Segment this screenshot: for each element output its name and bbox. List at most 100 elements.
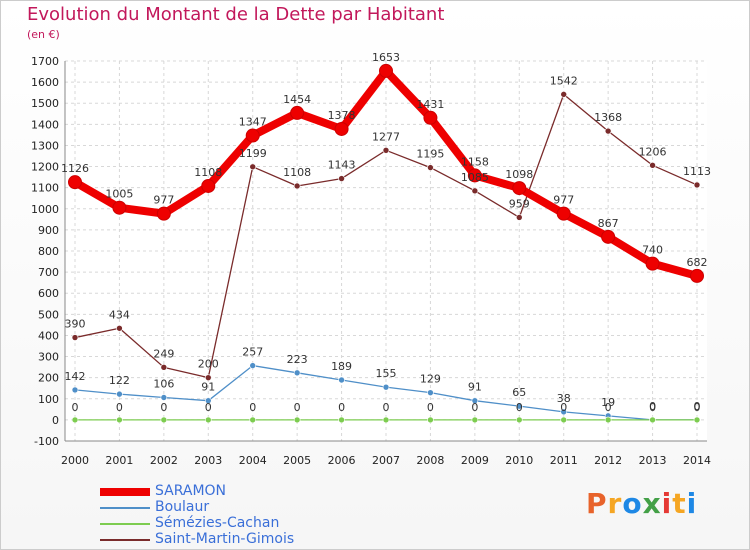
series-point-3	[560, 91, 568, 98]
legend-item: SARAMON	[100, 483, 360, 500]
legend-label: Boulaur	[155, 499, 210, 515]
series-point-0	[245, 128, 260, 143]
series-point-1	[560, 408, 568, 416]
series-point-0	[290, 105, 305, 120]
series-point-2	[515, 416, 523, 424]
data-label-1: 0	[694, 400, 701, 413]
series-point-0	[645, 256, 660, 271]
legend-item: Saint-Martin-Gimois	[100, 531, 360, 548]
series-point-1	[71, 386, 79, 394]
x-tick-label: 2005	[283, 454, 311, 467]
data-label-0: 1108	[194, 166, 222, 179]
brand-letter: x	[642, 487, 662, 520]
series-point-2	[204, 416, 212, 424]
data-label-2: 0	[160, 401, 167, 414]
y-tick-label: 800	[38, 245, 59, 258]
series-point-2	[382, 416, 390, 424]
series-point-3	[471, 187, 479, 195]
y-tick-label: 600	[38, 287, 59, 300]
series-point-2	[693, 416, 701, 424]
series-point-2	[338, 416, 345, 424]
x-tick-label: 2000	[61, 454, 89, 467]
data-label-2: 0	[338, 401, 345, 414]
series-point-0	[690, 268, 704, 283]
brand-letter: r	[607, 487, 623, 520]
x-tick-label: 2001	[105, 454, 133, 467]
series-point-3	[693, 181, 701, 189]
data-label-1: 257	[242, 346, 263, 359]
data-label-3: 1368	[594, 111, 622, 124]
series-point-0	[112, 200, 127, 215]
data-label-3: 1085	[461, 171, 489, 184]
series-point-1	[427, 389, 434, 396]
y-tick-label: -100	[34, 435, 59, 448]
data-label-3: 249	[153, 347, 174, 360]
series-point-3	[116, 324, 123, 332]
data-label-1: 65	[512, 386, 526, 399]
series-point-1	[249, 362, 257, 369]
series-point-2	[249, 416, 257, 424]
y-tick-label: 0	[52, 414, 59, 427]
x-tick-label: 2012	[594, 454, 622, 467]
series-point-2	[471, 416, 479, 424]
data-label-3: 1108	[283, 166, 311, 179]
legend-swatch	[100, 539, 150, 541]
y-tick-label: 1300	[31, 139, 59, 152]
legend-label: Saint-Martin-Gimois	[155, 531, 295, 547]
data-label-3: 1113	[683, 165, 711, 178]
legend: SARAMON Boulaur Sémézies-Cachan Saint-Marti…	[100, 483, 360, 548]
y-tick-label: 100	[38, 393, 59, 406]
brand-letter: t	[672, 487, 687, 520]
data-label-2: 0	[516, 401, 523, 414]
data-label-0: 1005	[105, 188, 133, 201]
data-label-2: 0	[116, 401, 123, 414]
data-label-3: 200	[198, 358, 219, 371]
series-point-1	[515, 402, 523, 410]
data-label-1: 223	[287, 353, 308, 366]
data-label-0: 1378	[328, 109, 356, 122]
y-tick-label: 200	[38, 372, 59, 385]
x-tick-label: 2011	[550, 454, 578, 467]
data-label-2: 0	[560, 401, 567, 414]
brand-letter: P	[586, 487, 608, 520]
series-point-1	[382, 383, 390, 391]
data-label-1: 19	[601, 396, 615, 409]
legend-swatch	[100, 523, 150, 525]
series-point-2	[71, 416, 79, 424]
series-point-3	[160, 364, 168, 371]
data-label-0: 682	[687, 256, 708, 269]
legend-item: Sémézies-Cachan	[100, 515, 360, 532]
legend-label: SARAMON	[155, 483, 227, 499]
data-label-2: 0	[471, 401, 478, 414]
series-point-1	[471, 397, 479, 404]
series-point-0	[156, 206, 171, 221]
series-point-3	[249, 163, 257, 171]
series-point-2	[293, 416, 301, 424]
data-label-0: 867	[598, 217, 619, 230]
series-point-0	[379, 63, 393, 78]
data-label-1: 38	[557, 392, 571, 405]
series-point-3	[427, 164, 434, 171]
y-tick-label: 1500	[31, 97, 59, 110]
series-point-3	[293, 182, 301, 190]
series-point-0	[556, 206, 571, 221]
data-label-1: 122	[109, 374, 130, 387]
series-point-1	[116, 390, 123, 398]
data-label-0: 977	[553, 194, 574, 207]
data-label-0: 1347	[239, 116, 267, 129]
y-tick-label: 1700	[31, 55, 59, 68]
data-label-1: 0	[649, 400, 656, 413]
label-layer: 1126 1005 977 1108 1347 1454 1378 1653 1431 1158 1…	[61, 51, 711, 414]
series-point-0	[423, 110, 438, 125]
legend-swatch	[100, 507, 150, 509]
data-label-1: 189	[331, 360, 352, 373]
data-label-1: 91	[201, 381, 215, 394]
data-label-2: 0	[294, 401, 301, 414]
series-point-0	[68, 175, 82, 190]
series-point-2	[160, 416, 168, 424]
data-label-0: 977	[153, 194, 174, 207]
data-label-0: 1126	[61, 162, 89, 175]
y-tick-label: 500	[38, 308, 59, 321]
chart-title: Evolution du Montant de la Dette par Hab…	[27, 4, 445, 25]
